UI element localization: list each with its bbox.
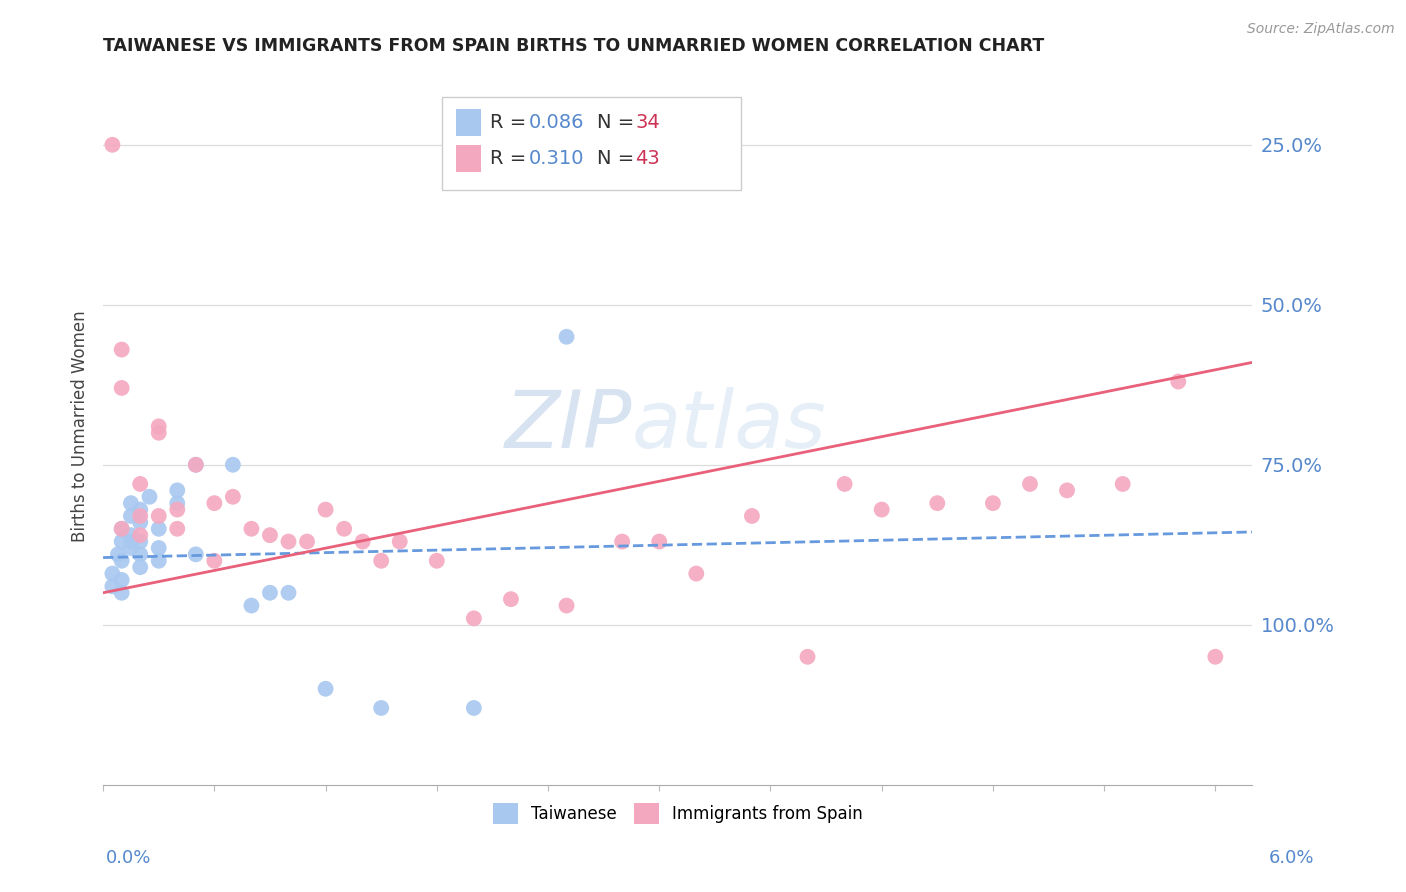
Point — [184, 458, 207, 472]
Point — [148, 541, 170, 555]
Text: 6.0%: 6.0% — [1270, 849, 1315, 867]
Point — [120, 534, 142, 549]
Point — [129, 508, 152, 523]
Point — [166, 502, 188, 516]
Point — [129, 547, 152, 561]
Point — [463, 701, 485, 715]
Point — [148, 425, 170, 440]
Point — [202, 554, 225, 568]
Y-axis label: Births to Unmarried Women: Births to Unmarried Women — [72, 310, 89, 542]
Text: 34: 34 — [636, 113, 659, 132]
Text: R =: R = — [491, 113, 533, 132]
Point — [870, 502, 893, 516]
Bar — [456, 109, 481, 136]
Point — [111, 522, 134, 536]
Point — [148, 522, 170, 536]
Point — [240, 522, 263, 536]
Text: N =: N = — [598, 113, 641, 132]
Point — [1167, 375, 1189, 389]
Point — [370, 701, 392, 715]
Text: TAIWANESE VS IMMIGRANTS FROM SPAIN BIRTHS TO UNMARRIED WOMEN CORRELATION CHART: TAIWANESE VS IMMIGRANTS FROM SPAIN BIRTH… — [103, 37, 1045, 55]
Point — [184, 547, 207, 561]
Point — [927, 496, 949, 510]
Point — [1111, 477, 1133, 491]
Point — [166, 496, 188, 510]
Point — [129, 477, 152, 491]
Point — [148, 419, 170, 434]
Point — [612, 534, 634, 549]
Point — [796, 649, 818, 664]
Point — [129, 502, 152, 516]
Point — [315, 502, 337, 516]
Point — [101, 579, 124, 593]
Point — [1019, 477, 1042, 491]
Point — [101, 137, 124, 152]
Point — [315, 681, 337, 696]
Point — [333, 522, 356, 536]
Point — [111, 381, 134, 395]
Point — [129, 528, 152, 542]
Text: 0.0%: 0.0% — [105, 849, 150, 867]
Text: ZIP: ZIP — [505, 387, 631, 466]
Point — [120, 528, 142, 542]
Text: 43: 43 — [636, 149, 659, 168]
Point — [111, 586, 134, 600]
Point — [388, 534, 411, 549]
Point — [352, 534, 374, 549]
Point — [1056, 483, 1078, 498]
Point — [834, 477, 856, 491]
Point — [166, 522, 188, 536]
Point — [555, 330, 578, 344]
Point — [426, 554, 449, 568]
Text: 0.310: 0.310 — [529, 149, 583, 168]
Point — [148, 508, 170, 523]
Point — [111, 343, 134, 357]
Point — [138, 490, 160, 504]
Text: 0.086: 0.086 — [529, 113, 583, 132]
Point — [240, 599, 263, 613]
Point — [111, 534, 134, 549]
Bar — [456, 145, 481, 172]
Point — [555, 599, 578, 613]
Point — [259, 528, 281, 542]
Point — [129, 534, 152, 549]
Point — [370, 554, 392, 568]
Point — [129, 560, 152, 574]
Point — [184, 458, 207, 472]
Point — [120, 541, 142, 555]
Point — [277, 586, 299, 600]
Point — [981, 496, 1004, 510]
Point — [259, 586, 281, 600]
Text: R =: R = — [491, 149, 533, 168]
Point — [499, 592, 522, 607]
Point — [295, 534, 318, 549]
Point — [101, 566, 124, 581]
Point — [202, 496, 225, 510]
Point — [129, 516, 152, 530]
Text: atlas: atlas — [631, 387, 827, 466]
Text: N =: N = — [598, 149, 641, 168]
Point — [222, 458, 245, 472]
Text: Source: ZipAtlas.com: Source: ZipAtlas.com — [1247, 22, 1395, 37]
FancyBboxPatch shape — [441, 96, 741, 190]
Point — [111, 522, 134, 536]
Point — [111, 554, 134, 568]
Point — [685, 566, 707, 581]
Legend: Taiwanese, Immigrants from Spain: Taiwanese, Immigrants from Spain — [486, 797, 869, 830]
Point — [648, 534, 671, 549]
Point — [222, 490, 245, 504]
Point — [107, 547, 129, 561]
Point — [120, 508, 142, 523]
Point — [277, 534, 299, 549]
Point — [1204, 649, 1226, 664]
Point — [148, 554, 170, 568]
Point — [463, 611, 485, 625]
Point — [120, 496, 142, 510]
Point — [741, 508, 763, 523]
Point — [166, 483, 188, 498]
Point — [111, 573, 134, 587]
